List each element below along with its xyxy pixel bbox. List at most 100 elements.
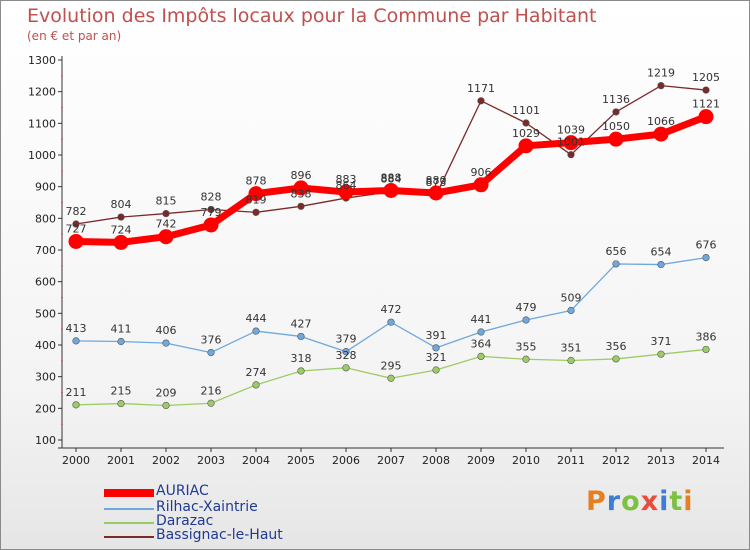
- data-label: 656: [606, 245, 627, 258]
- legend-label: Bassignac-le-Haut: [156, 527, 283, 543]
- y-minor-tick: [61, 423, 63, 426]
- data-point: [432, 344, 440, 352]
- legend-label: AURIAC: [156, 483, 209, 499]
- x-tick-label: 2004: [242, 454, 270, 467]
- y-tick-label: 100: [35, 434, 56, 447]
- data-label: 742: [156, 218, 177, 231]
- data-label: 1219: [647, 67, 675, 80]
- data-point: [338, 184, 354, 200]
- data-label: 209: [156, 386, 177, 399]
- data-point: [72, 337, 80, 345]
- data-point: [567, 306, 575, 315]
- y-minor-tick: [61, 233, 63, 236]
- logo-letter: t: [669, 486, 684, 517]
- data-point: [702, 345, 710, 354]
- data-label: 351: [561, 342, 582, 355]
- data-point: [117, 399, 125, 408]
- data-label: 479: [516, 301, 537, 314]
- data-label: 509: [561, 291, 582, 304]
- data-label: 411: [111, 323, 132, 336]
- y-minor-tick: [61, 391, 63, 394]
- y-minor-tick: [61, 106, 63, 109]
- y-tick-label: 1100: [28, 117, 56, 130]
- data-label: 883: [336, 173, 357, 186]
- data-label: 441: [471, 313, 492, 326]
- data-point: [522, 119, 530, 127]
- data-point: [567, 151, 575, 159]
- data-label: 355: [516, 340, 537, 353]
- data-point: [342, 348, 350, 356]
- logo-letter: o: [621, 486, 641, 517]
- x-tick-label: 2005: [287, 454, 315, 467]
- data-point: [612, 108, 620, 116]
- y-tick-label: 1000: [28, 149, 56, 162]
- y-tick-label: 200: [35, 402, 56, 415]
- x-tick-label: 2010: [512, 454, 540, 467]
- data-point: [653, 126, 669, 142]
- x-tick-label: 2012: [602, 454, 630, 467]
- x-tick-label: 2000: [62, 454, 90, 467]
- data-point: [387, 318, 395, 326]
- data-label: 321: [426, 351, 447, 364]
- x-tick-label: 2008: [422, 454, 450, 467]
- y-tick-label: 1200: [28, 86, 56, 99]
- data-point: [477, 328, 485, 336]
- data-point: [162, 401, 170, 410]
- data-point: [252, 381, 260, 389]
- y-minor-tick: [61, 359, 63, 362]
- data-label: 880: [426, 174, 447, 187]
- legend-label: Rilhac-Xaintrie: [156, 499, 258, 515]
- data-label: 828: [201, 190, 222, 203]
- logo-letter: i: [683, 486, 694, 517]
- data-point: [252, 208, 260, 216]
- legend-label: Darazac: [156, 513, 214, 529]
- data-point: [522, 316, 530, 324]
- data-label: 427: [291, 317, 312, 330]
- data-label: 884: [381, 173, 402, 186]
- y-minor-tick: [61, 169, 63, 172]
- data-point: [158, 229, 174, 245]
- x-tick-label: 2001: [107, 454, 135, 467]
- data-label: 211: [66, 386, 87, 399]
- x-tick-label: 2009: [467, 454, 495, 467]
- y-minor-tick: [61, 138, 63, 141]
- y-minor-tick: [61, 201, 63, 204]
- data-point: [162, 339, 170, 347]
- data-label: 815: [156, 195, 177, 208]
- data-label: 878: [246, 175, 267, 188]
- data-point: [612, 260, 620, 268]
- x-tick-label: 2014: [692, 454, 720, 467]
- data-label: 1101: [512, 104, 540, 117]
- data-point: [72, 220, 80, 228]
- data-label: 328: [336, 349, 357, 362]
- x-tick-label: 2007: [377, 454, 405, 467]
- data-label: 376: [201, 334, 222, 347]
- data-label: 1121: [692, 98, 720, 111]
- data-point: [68, 233, 84, 249]
- data-label: 386: [696, 330, 717, 343]
- data-label: 1050: [602, 120, 630, 133]
- y-tick-label: 700: [35, 244, 56, 257]
- y-tick-label: 900: [35, 181, 56, 194]
- data-label: 371: [651, 335, 672, 348]
- data-point: [252, 327, 260, 335]
- y-minor-tick: [61, 74, 63, 77]
- x-tick-label: 2013: [647, 454, 675, 467]
- data-label: 406: [156, 324, 177, 337]
- logo-letter: x: [640, 486, 660, 517]
- x-tick-label: 2011: [557, 454, 585, 467]
- chart-subtitle: (en € et par an): [27, 29, 122, 43]
- data-label: 782: [66, 205, 87, 218]
- data-point: [608, 131, 624, 147]
- proxiti-logo: Proxiti: [586, 486, 694, 517]
- data-point: [702, 254, 710, 262]
- data-point: [342, 364, 350, 372]
- data-label: 318: [291, 352, 312, 365]
- data-point: [297, 367, 305, 375]
- data-label: 676: [696, 239, 717, 252]
- data-label: 838: [291, 187, 312, 200]
- data-point: [113, 234, 129, 250]
- data-point: [207, 349, 215, 357]
- data-point: [428, 185, 444, 201]
